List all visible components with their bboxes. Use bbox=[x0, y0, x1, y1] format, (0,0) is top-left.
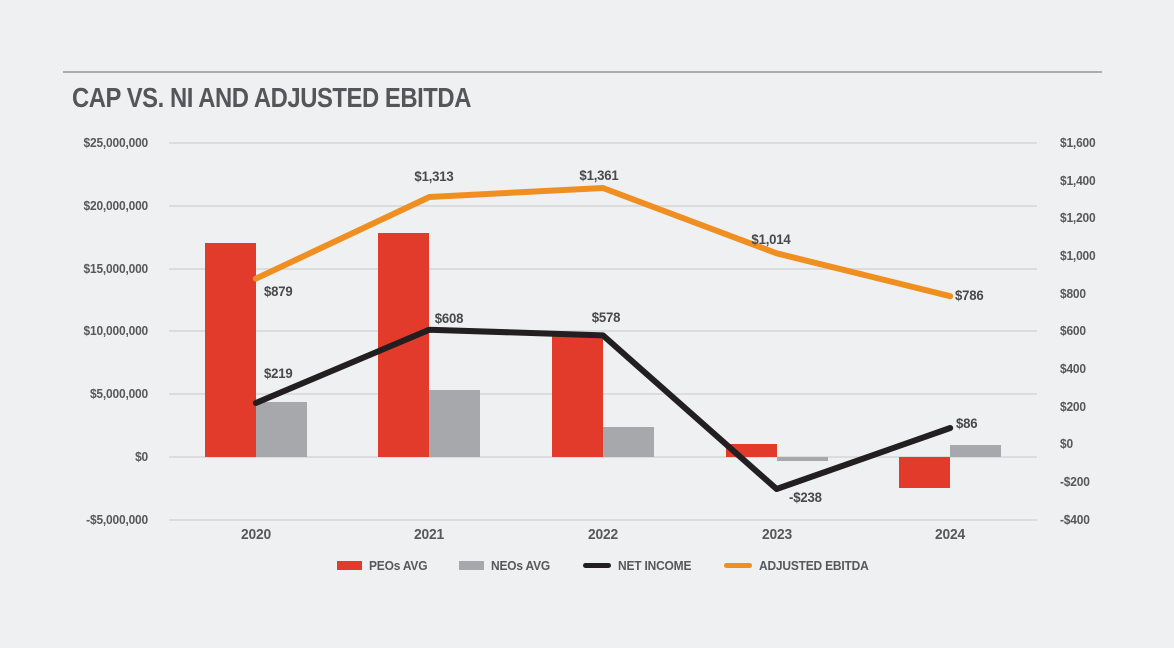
bar-neos-avg-2023 bbox=[776, 456, 828, 461]
gridline bbox=[169, 455, 1037, 458]
x-axis-label-2023: 2023 bbox=[761, 526, 792, 543]
x-axis-label-2022: 2022 bbox=[588, 526, 618, 543]
legend-item-peos-avg: PEOs AVG bbox=[337, 558, 432, 573]
bar-peos-avg-2024 bbox=[899, 456, 951, 489]
gridline bbox=[169, 142, 1037, 144]
net-income-line bbox=[252, 326, 954, 492]
y-axis-left-tick-label: $25,000,000 bbox=[83, 135, 149, 150]
bar-neos-avg-2022 bbox=[603, 426, 654, 457]
gridline bbox=[169, 518, 1037, 521]
point-label-adjusted-ebitda-2020: $879 bbox=[263, 282, 293, 299]
y-axis-left-tick-label: $10,000,000 bbox=[83, 323, 149, 339]
y-axis-left-tick-label: $20,000,000 bbox=[83, 197, 149, 213]
legend-swatch-rect bbox=[459, 561, 485, 570]
y-axis-right-tick-label: $200 bbox=[1060, 398, 1086, 414]
legend-item-adjusted-ebitda: ADJUSTED EBITDA bbox=[724, 558, 878, 573]
y-axis-left-tick-label: -$5,000,000 bbox=[86, 511, 148, 527]
y-axis-left-tick-label: $0 bbox=[135, 448, 148, 464]
legend-label: NET INCOME bbox=[617, 558, 691, 573]
y-axis-right-tick-label: -$400 bbox=[1060, 511, 1090, 527]
point-label-adjusted-ebitda-2022: $1,361 bbox=[579, 166, 619, 183]
gridline bbox=[169, 330, 1037, 333]
y-axis-right-tick-label: $1,000 bbox=[1060, 247, 1096, 263]
gridline bbox=[169, 393, 1037, 395]
legend-item-net-income: NET INCOME bbox=[582, 558, 698, 573]
point-label-adjusted-ebitda-2024: $786 bbox=[955, 287, 984, 304]
y-axis-left-tick-label: $15,000,000 bbox=[83, 260, 149, 276]
legend-swatch-rect bbox=[337, 561, 362, 570]
y-axis-right-tick-label: $1,600 bbox=[1060, 135, 1096, 150]
gridline bbox=[169, 267, 1037, 270]
bar-peos-avg-2020 bbox=[204, 243, 256, 457]
bar-neos-avg-2021 bbox=[429, 390, 481, 457]
x-axis-label-2024: 2024 bbox=[935, 526, 966, 543]
point-label-net-income-2024: $86 bbox=[956, 415, 978, 431]
legend-label: PEOs AVG bbox=[369, 558, 428, 573]
gridline bbox=[169, 204, 1037, 207]
legend: PEOs AVG NEOs AVG NET INCOME ADJUSTED EBITD… bbox=[337, 558, 878, 573]
legend-item-neos-avg: NEOs AVG bbox=[459, 558, 555, 573]
chart-title: CAP VS. NI AND ADJUSTED EBITDA bbox=[72, 82, 471, 113]
y-axis-right-tick-label: $400 bbox=[1060, 360, 1086, 376]
y-axis-right-tick-label: $600 bbox=[1060, 323, 1086, 339]
bar-peos-avg-2022 bbox=[552, 336, 603, 457]
point-label-net-income-2023: -$238 bbox=[788, 489, 822, 505]
y-axis-right-tick-label: $1,200 bbox=[1060, 210, 1096, 226]
legend-swatch-line bbox=[724, 562, 753, 569]
adjusted-ebitda-line bbox=[252, 185, 954, 300]
y-axis-right-tick-label: $0 bbox=[1060, 436, 1073, 452]
point-label-adjusted-ebitda-2021: $1,313 bbox=[414, 168, 454, 185]
y-axis-left-tick-label: $5,000,000 bbox=[89, 386, 148, 401]
point-label-net-income-2020: $219 bbox=[263, 364, 293, 381]
point-label-net-income-2021: $608 bbox=[435, 309, 464, 326]
y-axis-right-tick-label: $800 bbox=[1060, 285, 1086, 301]
x-axis-label-2020: 2020 bbox=[240, 526, 271, 543]
bar-neos-avg-2024 bbox=[950, 445, 1002, 457]
title-rule bbox=[63, 71, 1102, 73]
point-label-adjusted-ebitda-2023: $1,014 bbox=[751, 231, 791, 248]
legend-label: NEOs AVG bbox=[491, 558, 551, 573]
y-axis-right-tick-label: $1,400 bbox=[1060, 172, 1096, 188]
legend-label: ADJUSTED EBITDA bbox=[759, 558, 869, 573]
legend-swatch-line bbox=[582, 562, 611, 569]
x-axis-label-2021: 2021 bbox=[414, 526, 445, 543]
y-axis-right-tick-label: -$200 bbox=[1060, 473, 1090, 489]
point-label-net-income-2022: $578 bbox=[591, 309, 621, 326]
bar-neos-avg-2020 bbox=[255, 401, 307, 457]
